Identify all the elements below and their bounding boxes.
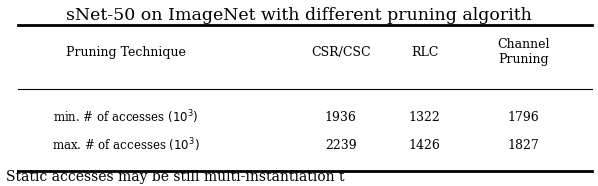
Text: min. # of accesses $(10^3)$: min. # of accesses $(10^3)$ [53,108,199,126]
Text: max. # of accesses $(10^3)$: max. # of accesses $(10^3)$ [51,136,200,154]
Text: sNet-50 on ImageNet with different pruning algorith: sNet-50 on ImageNet with different pruni… [66,7,532,24]
Text: Static accesses may be still multi-instantiation t: Static accesses may be still multi-insta… [6,170,344,184]
Text: 1426: 1426 [408,139,441,152]
Text: 1796: 1796 [507,111,539,124]
Text: RLC: RLC [411,46,438,59]
Text: CSR/CSC: CSR/CSC [311,46,371,59]
Text: 1827: 1827 [507,139,539,152]
Text: 1322: 1322 [408,111,441,124]
Text: 1936: 1936 [325,111,357,124]
Text: Channel
Pruning: Channel Pruning [497,38,550,66]
Text: 2239: 2239 [325,139,356,152]
Text: Pruning Technique: Pruning Technique [66,46,185,59]
